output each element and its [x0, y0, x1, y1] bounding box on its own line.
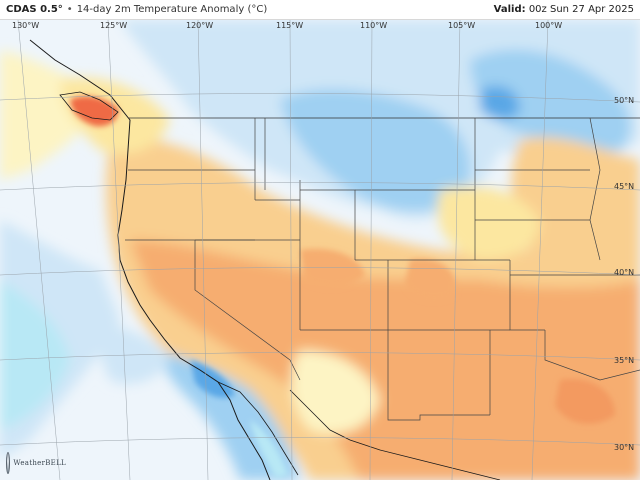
graticule	[0, 20, 640, 480]
lon-label-130w: 130°W	[12, 21, 40, 30]
map-header: CDAS 0.5° • 14-day 2m Temperature Anomal…	[0, 0, 640, 20]
lon-label-105w: 105°W	[448, 21, 476, 30]
lon-label-120w: 120°W	[186, 21, 214, 30]
lat-label-35n: 35°N	[614, 356, 635, 365]
lon-label-125w: 125°W	[100, 21, 128, 30]
valid-time-value: 00z Sun 27 Apr 2025	[528, 4, 634, 15]
east-blue-region	[470, 49, 631, 150]
great-plains-yellow-region	[437, 186, 540, 260]
gulf-california-cyan	[250, 420, 288, 478]
arizona-warm-spot	[300, 248, 365, 287]
texas-hot-spot	[555, 379, 615, 424]
lon-label-115w: 115°W	[276, 21, 304, 30]
temperature-anomaly-map	[0, 20, 640, 480]
east-warm-region	[511, 137, 640, 280]
map-description: 14-day 2m Temperature Anomaly (°C)	[76, 4, 268, 15]
lat-label-30n: 30°N	[614, 443, 635, 452]
north-deep-blue-spot	[480, 86, 520, 120]
state-boundaries	[125, 117, 640, 421]
header-separator: •	[66, 4, 73, 15]
valid-time: Valid: 00z Sun 27 Apr 2025	[494, 4, 634, 15]
product-name: CDAS 0.5°	[6, 4, 63, 15]
ocean-cyan-region	[0, 280, 70, 430]
valid-label: Valid:	[493, 4, 526, 15]
lon-label-110w: 110°W	[360, 21, 388, 30]
lon-label-100w: 100°W	[535, 21, 563, 30]
pacific-coastline	[29, 39, 271, 480]
globe-icon	[6, 452, 11, 474]
lat-label-45n: 45°N	[614, 182, 635, 191]
weatherbell-logo: WeatherBELL	[6, 450, 66, 476]
vancouver-island-coast	[59, 91, 119, 121]
north-blue-region	[280, 89, 470, 211]
mexico-light-region	[291, 350, 380, 434]
baja-coastline	[217, 381, 299, 476]
socal-light-blue-region	[98, 320, 170, 384]
lat-label-40n: 40°N	[614, 268, 635, 277]
logo-text: WeatherBELL	[13, 459, 66, 467]
colorado-warm-spot	[405, 259, 456, 301]
lat-label-50n: 50°N	[614, 96, 635, 105]
mexico-border-coast	[289, 389, 501, 480]
